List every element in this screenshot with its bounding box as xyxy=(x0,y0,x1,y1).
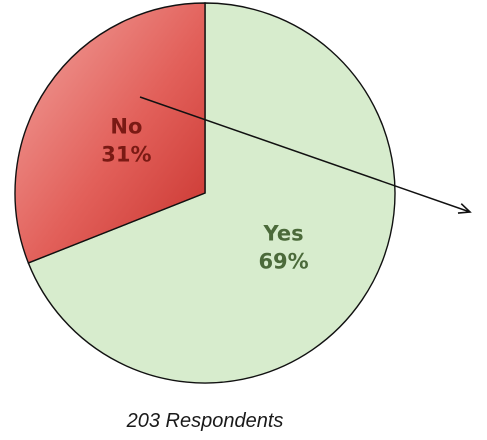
slice-labels: Yes 69% No 31% xyxy=(101,115,308,274)
slice-label-yes: Yes xyxy=(263,221,304,245)
annotation-arrow xyxy=(139,96,472,214)
pie-slice-yes xyxy=(27,2,396,384)
slice-label-no: No xyxy=(110,115,142,139)
respondents-caption: 203 Respondents xyxy=(126,410,284,432)
pie-slices xyxy=(14,2,396,384)
pie-slice-no xyxy=(14,2,206,264)
slice-value-no: 31% xyxy=(101,143,151,167)
slice-value-yes: 69% xyxy=(258,249,308,273)
